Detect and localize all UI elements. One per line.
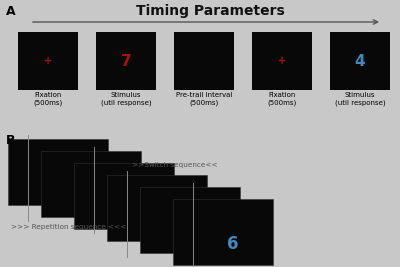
Bar bbox=[96, 32, 156, 90]
Bar bbox=[330, 32, 390, 90]
Text: 3: 3 bbox=[90, 180, 102, 198]
Text: A: A bbox=[6, 5, 16, 18]
Text: >>> Repetition sequence <<<: >>> Repetition sequence <<< bbox=[11, 224, 127, 230]
Bar bbox=[107, 175, 207, 241]
Text: Stimulus
(util response): Stimulus (util response) bbox=[335, 92, 385, 105]
Text: +: + bbox=[278, 56, 286, 66]
Text: +: + bbox=[112, 187, 120, 195]
Text: 4: 4 bbox=[156, 204, 168, 222]
Text: Pre-trail interval
(500ms): Pre-trail interval (500ms) bbox=[176, 92, 232, 105]
Text: Stimulus
(util response): Stimulus (util response) bbox=[101, 92, 151, 105]
Text: Timing Parameters: Timing Parameters bbox=[136, 4, 284, 18]
Text: 6: 6 bbox=[227, 235, 239, 253]
Bar bbox=[140, 187, 240, 253]
Text: Fixation
(500ms): Fixation (500ms) bbox=[267, 92, 297, 105]
Text: 4: 4 bbox=[355, 53, 365, 69]
Bar bbox=[174, 32, 234, 90]
Bar bbox=[41, 151, 141, 217]
Bar bbox=[74, 163, 174, 229]
Text: B: B bbox=[6, 134, 16, 147]
Text: +: + bbox=[42, 158, 50, 167]
Bar bbox=[252, 32, 312, 90]
Text: >>Switch sequence<<: >>Switch sequence<< bbox=[132, 162, 218, 168]
Bar bbox=[18, 32, 78, 90]
Text: +: + bbox=[178, 210, 186, 219]
Text: Fixation
(500ms): Fixation (500ms) bbox=[33, 92, 63, 105]
Bar bbox=[8, 139, 108, 205]
Text: 7: 7 bbox=[121, 53, 131, 69]
Bar bbox=[173, 199, 273, 265]
Text: +: + bbox=[44, 56, 52, 66]
